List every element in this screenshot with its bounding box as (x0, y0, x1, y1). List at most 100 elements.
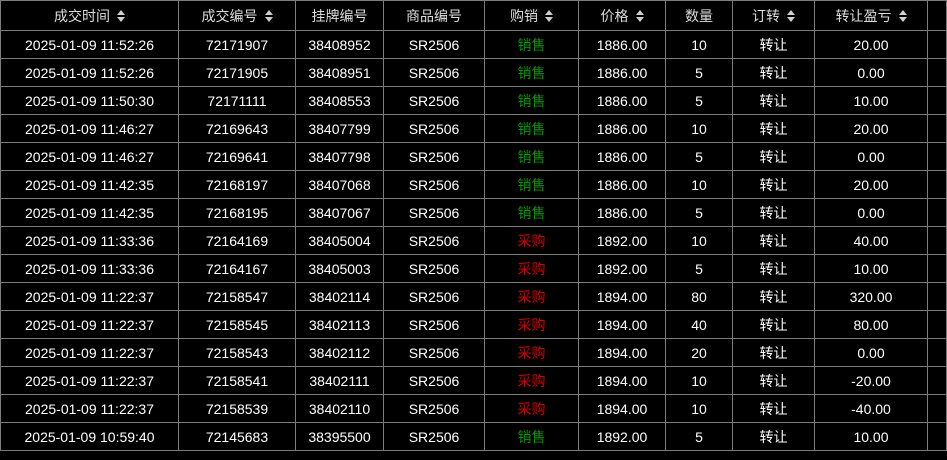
cell-transfer: 转让 (732, 198, 815, 227)
cell-price: 1894.00 (578, 338, 666, 367)
table-row[interactable]: 2025-01-09 11:46:27 72169643 38407799 SR250… (0, 114, 947, 143)
cell-transfer: 转让 (732, 58, 815, 87)
cell-side: 采购 (484, 394, 579, 423)
cell-price: 1892.00 (578, 422, 666, 451)
cell-trade_time: 2025-01-09 11:52:26 (0, 58, 179, 87)
cell-side: 采购 (484, 310, 579, 339)
column-header-trade_no[interactable]: 成交编号 (178, 0, 296, 31)
sort-up-arrow-icon (787, 9, 795, 15)
cell-listing_no: 38405003 (295, 254, 384, 283)
cell-trade_time: 2025-01-09 11:33:36 (0, 226, 179, 255)
cell-trade_time: 2025-01-09 11:46:27 (0, 114, 179, 143)
cell-side: 销售 (484, 58, 579, 87)
cell-transfer: 转让 (732, 422, 815, 451)
column-header-transfer[interactable]: 订转 (732, 0, 815, 31)
cell-listing_no: 38407068 (295, 170, 384, 199)
table-row[interactable]: 2025-01-09 11:42:35 72168195 38407067 SR250… (0, 198, 947, 227)
cell-listing_no: 38407799 (295, 114, 384, 143)
table-row[interactable]: 2025-01-09 11:46:27 72169641 38407798 SR250… (0, 142, 947, 171)
table-row[interactable]: 2025-01-09 10:59:40 72145683 38395500 SR250… (0, 422, 947, 451)
cell-quantity: 10 (665, 114, 733, 143)
cell-product_no: SR2506 (383, 30, 485, 59)
cell-trade_no: 72168197 (178, 170, 296, 199)
cell-quantity: 80 (665, 282, 733, 311)
cell-trade_time: 2025-01-09 11:42:35 (0, 170, 179, 199)
column-header-pnl[interactable]: 转让盈亏 (814, 0, 928, 31)
cell-side: 采购 (484, 226, 579, 255)
cell-trade_no: 72171111 (178, 86, 296, 115)
spacer-cell (927, 394, 947, 423)
spacer-cell (927, 282, 947, 311)
cell-pnl: 10.00 (814, 422, 928, 451)
cell-pnl: 40.00 (814, 226, 928, 255)
cell-transfer: 转让 (732, 338, 815, 367)
cell-product_no: SR2506 (383, 310, 485, 339)
column-header-inner: 成交编号 (202, 6, 273, 26)
cell-price: 1894.00 (578, 366, 666, 395)
table-row[interactable]: 2025-01-09 11:22:37 72158543 38402112 SR250… (0, 338, 947, 367)
column-header-quantity: 数量 (665, 0, 733, 31)
cell-quantity: 10 (665, 394, 733, 423)
spacer-cell (927, 30, 947, 59)
cell-product_no: SR2506 (383, 142, 485, 171)
column-header-price[interactable]: 价格 (578, 0, 666, 31)
sort-icon (264, 9, 273, 22)
column-header-inner: 价格 (601, 6, 644, 26)
cell-price: 1886.00 (578, 170, 666, 199)
table-row[interactable]: 2025-01-09 11:33:36 72164167 38405003 SR250… (0, 254, 947, 283)
sort-down-arrow-icon (264, 16, 273, 22)
cell-listing_no: 38395500 (295, 422, 384, 451)
table-row[interactable]: 2025-01-09 11:52:26 72171907 38408952 SR250… (0, 30, 947, 59)
column-header-side[interactable]: 购销 (484, 0, 579, 31)
cell-pnl: 0.00 (814, 142, 928, 171)
sort-icon (898, 9, 907, 22)
table-row[interactable]: 2025-01-09 11:22:37 72158545 38402113 SR250… (0, 310, 947, 339)
cell-side: 销售 (484, 422, 579, 451)
spacer-header (927, 0, 947, 31)
cell-price: 1886.00 (578, 198, 666, 227)
spacer-cell (927, 366, 947, 395)
table-row[interactable]: 2025-01-09 11:22:37 72158539 38402110 SR250… (0, 394, 947, 423)
cell-side: 采购 (484, 254, 579, 283)
cell-side: 销售 (484, 86, 579, 115)
cell-transfer: 转让 (732, 282, 815, 311)
cell-trade_time: 2025-01-09 11:22:37 (0, 282, 179, 311)
cell-trade_no: 72168195 (178, 198, 296, 227)
cell-price: 1894.00 (578, 310, 666, 339)
table-row[interactable]: 2025-01-09 11:50:30 72171111 38408553 SR250… (0, 86, 947, 115)
column-label: 转让盈亏 (835, 7, 892, 24)
table-row[interactable]: 2025-01-09 11:22:37 72158541 38402111 SR250… (0, 366, 947, 395)
sort-up-arrow-icon (264, 9, 273, 15)
cell-trade_no: 72158543 (178, 338, 296, 367)
cell-trade_time: 2025-01-09 11:22:37 (0, 394, 179, 423)
cell-price: 1892.00 (578, 254, 666, 283)
cell-trade_time: 2025-01-09 11:22:37 (0, 310, 179, 339)
cell-side: 销售 (484, 198, 579, 227)
cell-side: 采购 (484, 282, 579, 311)
cell-side: 销售 (484, 142, 579, 171)
cell-listing_no: 38408952 (295, 30, 384, 59)
column-label: 成交编号 (201, 7, 258, 24)
cell-quantity: 5 (665, 198, 733, 227)
cell-trade_time: 2025-01-09 11:33:36 (0, 254, 179, 283)
cell-product_no: SR2506 (383, 170, 485, 199)
table-row[interactable]: 2025-01-09 11:22:37 72158547 38402114 SR250… (0, 282, 947, 311)
cell-transfer: 转让 (732, 310, 815, 339)
column-header-inner: 商品编号 (406, 6, 462, 26)
spacer-cell (927, 422, 947, 451)
spacer-cell (927, 310, 947, 339)
table-row[interactable]: 2025-01-09 11:33:36 72164169 38405004 SR250… (0, 226, 947, 255)
header-row: 成交时间 成交编号 挂牌编号 商品编号 购销 价格 数量 订转 转让盈亏 (0, 0, 947, 31)
cell-product_no: SR2506 (383, 86, 485, 115)
column-header-inner: 数量 (685, 6, 713, 26)
table-row[interactable]: 2025-01-09 11:42:35 72168197 38407068 SR250… (0, 170, 947, 199)
table-row[interactable]: 2025-01-09 11:52:26 72171905 38408951 SR250… (0, 58, 947, 87)
cell-quantity: 20 (665, 338, 733, 367)
sort-up-arrow-icon (117, 9, 125, 15)
column-header-trade_time[interactable]: 成交时间 (0, 0, 179, 31)
cell-product_no: SR2506 (383, 198, 485, 227)
cell-product_no: SR2506 (383, 254, 485, 283)
cell-trade_time: 2025-01-09 11:22:37 (0, 338, 179, 367)
spacer-cell (927, 198, 947, 227)
